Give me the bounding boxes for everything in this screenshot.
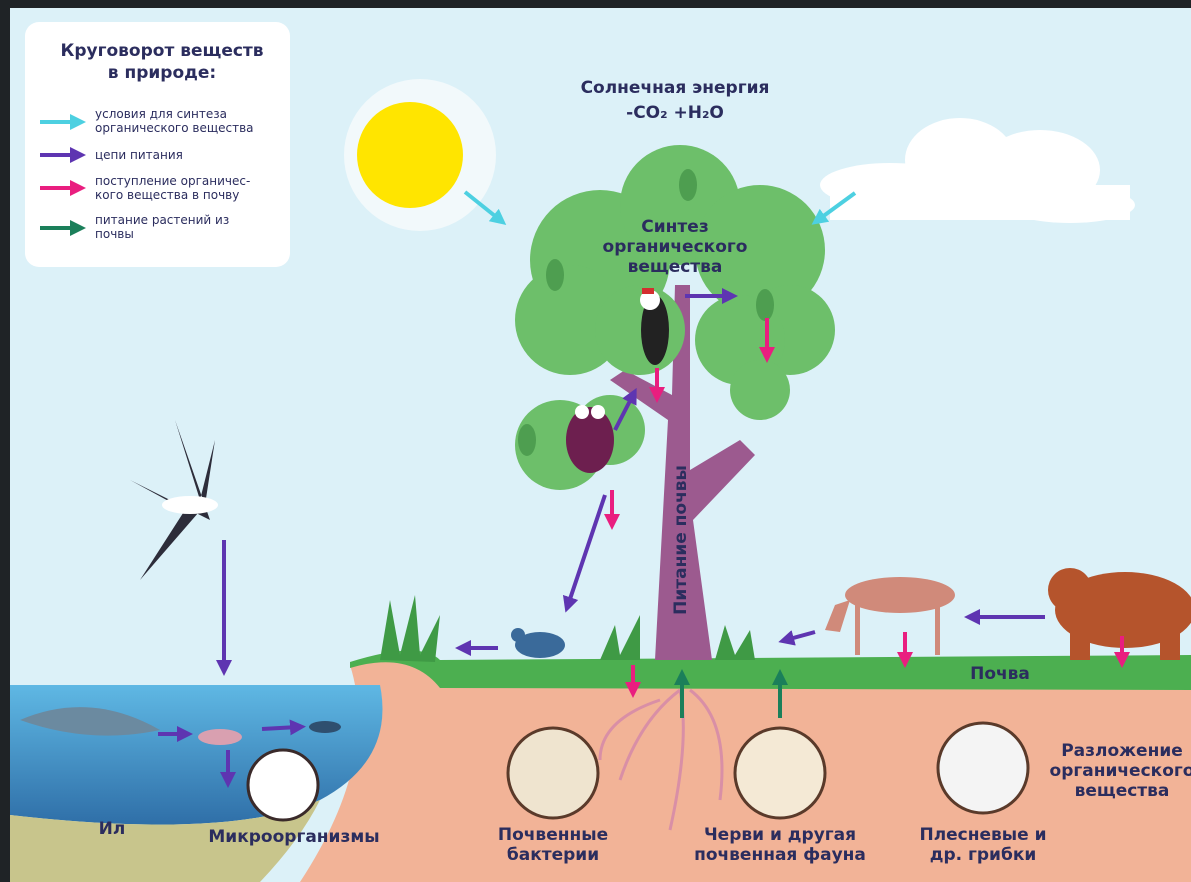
legend-item: условия для синтеза [95,107,227,121]
bacteria-label: Почвенные [498,825,608,845]
legend-item: питание растений из [95,213,229,227]
legend-item: цепи питания [95,148,183,162]
legend-item: почвы [95,227,134,241]
legend-title: в природе: [108,63,216,83]
bacteria-label: бактерии [507,845,599,865]
legend-item: поступление органичес- [95,174,250,188]
sun [357,102,463,208]
silt-label: Ил [99,819,126,839]
worms-circle [735,728,825,818]
synthesis-label: вещества [628,257,723,277]
legend-item: кого вещества в почву [95,188,239,202]
fungi-circle [938,723,1028,813]
microorganisms-label: Микроорганизмы [208,827,379,847]
soil-nutrition-label: Питание почвы [671,465,691,615]
diagram: Круговорот веществ в природе: условия дл… [0,0,1191,882]
decomposition-label: органического [1050,761,1191,781]
bacteria-circle [508,728,598,818]
microorganisms-circle [248,750,318,820]
legend-item: органического вещества [95,121,254,135]
synthesis-label: Синтез [641,217,708,237]
soil-label: Почва [970,664,1030,684]
decomposition-label: вещества [1075,781,1170,801]
sun-label: -CO₂ +H₂O [626,103,724,123]
synthesis-label: органического [603,237,748,257]
worms-label: почвенная фауна [694,845,866,865]
sun-label: Солнечная энергия [581,78,770,98]
worms-label: Черви и другая [704,825,856,845]
decomposition-label: Разложение [1061,741,1183,761]
legend-title: Круговорот веществ [60,41,263,61]
fungi-label: Плесневые и [919,825,1046,845]
fungi-label: др. грибки [930,845,1037,865]
